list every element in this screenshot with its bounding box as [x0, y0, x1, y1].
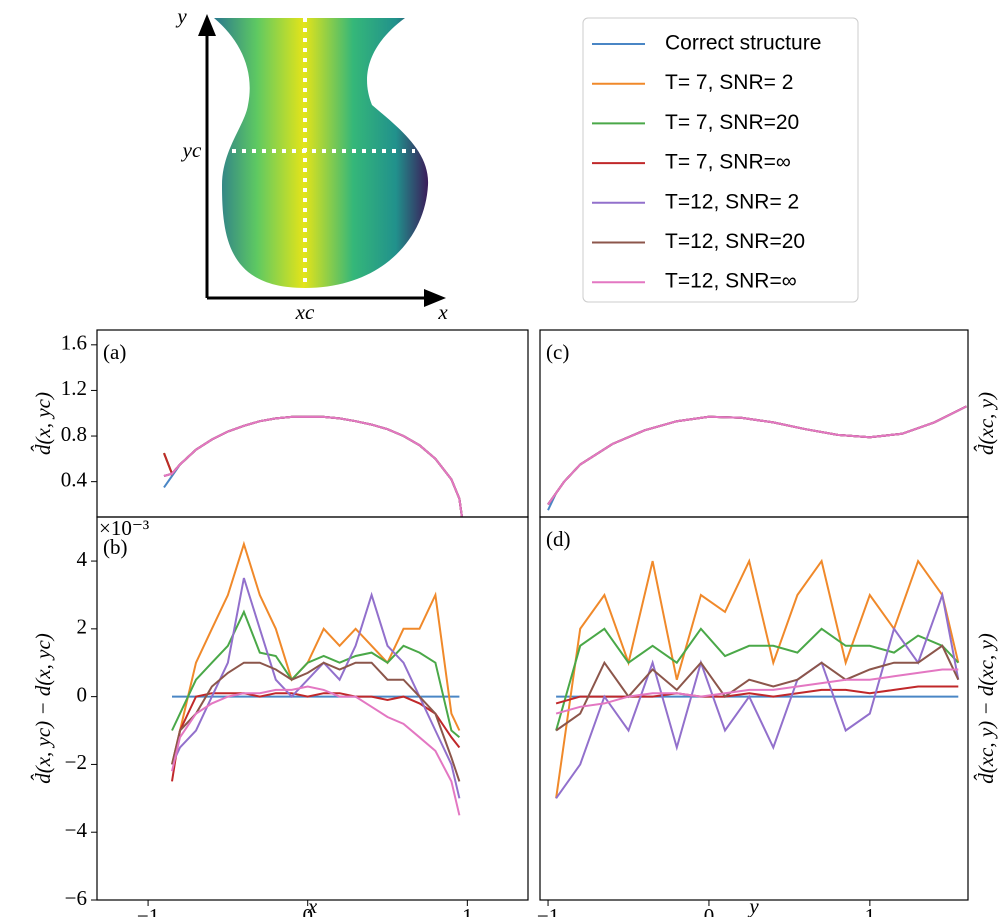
series-line	[163, 415, 463, 517]
series-line	[547, 405, 967, 511]
series-line	[547, 405, 967, 506]
legend-label: T= 7, SNR= 2	[665, 71, 793, 94]
diagram-label: xc	[295, 300, 315, 324]
scale-annotation: ×10⁻³	[99, 516, 149, 540]
y-tick-label: 1.2	[61, 376, 87, 400]
inset-diagram: y yc xc x	[175, 4, 448, 324]
series-line	[171, 540, 461, 765]
y-tick-label: 4	[77, 547, 88, 571]
y-tick-label: 0	[77, 682, 88, 706]
series-line	[555, 627, 960, 731]
legend-frame	[582, 17, 859, 303]
x-tick-label: 0	[704, 904, 715, 917]
diagram-label: x	[437, 300, 448, 324]
series-line	[555, 558, 960, 799]
y-axis-label: d̂(x, yc)	[31, 392, 55, 455]
legend-label: T=12, SNR=∞	[665, 270, 797, 293]
legend-label: T= 7, SNR=∞	[665, 151, 791, 174]
series-line	[163, 415, 463, 517]
arrow-x	[424, 289, 446, 307]
x-axis-label: x	[307, 894, 318, 917]
y-tick-label: −2	[65, 750, 87, 774]
x-tick-label: −1	[137, 904, 159, 917]
panel-label: (b)	[103, 535, 128, 559]
x-axis-label: y	[747, 894, 759, 917]
series-line	[171, 661, 461, 782]
x-tick-label: 0	[302, 904, 313, 917]
series-line	[163, 415, 463, 517]
y-tick-label: 1.6	[61, 331, 87, 355]
series-line	[555, 668, 959, 715]
legend-label: T=12, SNR=20	[665, 230, 805, 253]
series-line	[171, 609, 461, 739]
legend-label: T=12, SNR= 2	[665, 190, 799, 213]
series-line	[547, 405, 967, 506]
plot-frame	[539, 329, 969, 518]
series-line	[163, 415, 463, 517]
y-tick-label: −6	[65, 886, 87, 910]
series-line	[163, 415, 463, 517]
plot-frame	[96, 329, 529, 518]
series-line	[171, 577, 461, 799]
panel-label: (a)	[103, 340, 126, 364]
y-axis-label: d̂(xc, y)	[974, 392, 998, 455]
y-tick-label: −4	[65, 818, 88, 842]
series-line	[163, 415, 463, 517]
series-line	[555, 644, 960, 732]
series-line	[555, 685, 959, 705]
legend-label: T= 7, SNR=20	[665, 111, 799, 134]
series-line	[547, 405, 967, 506]
x-tick-label: 1	[462, 904, 473, 917]
arrow-y	[198, 14, 216, 36]
plot-area	[555, 558, 960, 799]
diagram-label: yc	[181, 138, 202, 162]
x-tick-label: 1	[865, 904, 876, 917]
y-axis-label: d̂(xc, y) − d(xc, y)	[974, 633, 998, 784]
x-tick-label: −1	[537, 904, 559, 917]
panel-label: (c)	[546, 340, 569, 364]
series-line	[555, 591, 960, 799]
y-tick-label: 2	[77, 615, 88, 639]
series-line	[171, 692, 461, 782]
legend-label: Correct structure	[665, 32, 821, 55]
diagram-label: y	[175, 4, 187, 28]
plot-area	[163, 415, 463, 517]
vase-shape	[214, 18, 429, 288]
panel-label: (d)	[546, 527, 571, 551]
series-line	[547, 405, 967, 506]
series-line	[547, 405, 967, 506]
plot-frame	[539, 516, 969, 901]
y-tick-label: 0.8	[61, 422, 87, 446]
series-line	[163, 415, 463, 517]
y-tick-label: 0.4	[61, 467, 88, 491]
y-axis-label: d̂(x, yc) − d(x, yc)	[31, 633, 55, 784]
series-line	[171, 685, 461, 816]
plot-area	[547, 405, 967, 511]
series-line	[547, 405, 967, 506]
plot-area	[171, 540, 461, 816]
plot-frame	[96, 516, 529, 901]
